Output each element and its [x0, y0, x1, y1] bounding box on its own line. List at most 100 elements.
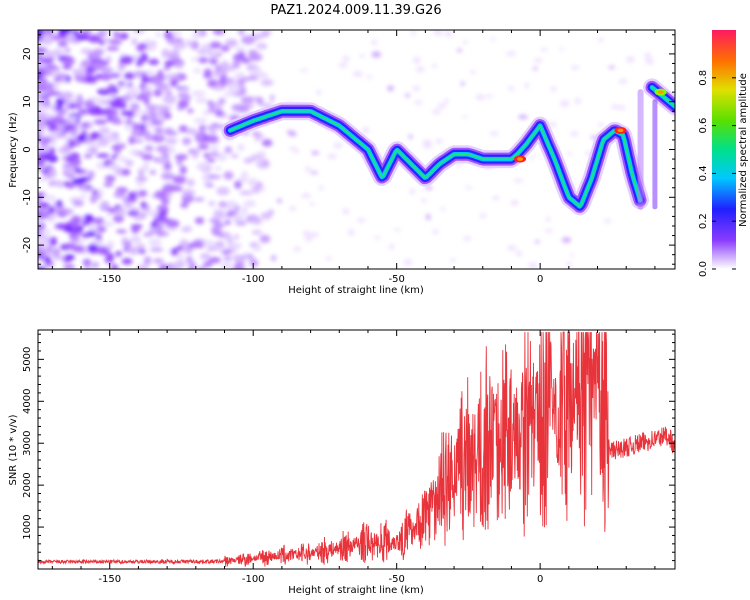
spectrogram-noise-cell	[63, 264, 75, 269]
spectrogram-noise-cell	[104, 244, 115, 249]
spectrogram-noise-cell	[444, 98, 449, 104]
spectrogram-noise-cell	[72, 199, 85, 207]
spectrogram-noise-cell	[174, 62, 184, 69]
spectrogram-noise-cell	[47, 205, 56, 214]
spectrogram-noise-cell	[251, 230, 263, 235]
spectrogram-noise-cell	[106, 46, 120, 51]
spectrogram-noise-cell	[490, 36, 496, 42]
spectrogram-noise-cell	[415, 66, 425, 73]
spectrogram-noise-cell	[172, 40, 187, 50]
spectrogram-noise-cell	[550, 85, 557, 93]
spectrogram-noise-cell	[200, 42, 213, 51]
x-tick-label: -50	[388, 574, 404, 585]
spectrogram-noise-cell	[148, 58, 160, 66]
spectrogram-noise-cell	[604, 218, 612, 224]
spectrogram-noise-cell	[154, 126, 164, 134]
spectrogram-noise-cell	[260, 79, 274, 87]
spectrogram-noise-cell	[191, 149, 199, 159]
spectrogram-noise-cell	[338, 62, 348, 68]
spectrogram-noise-cell	[58, 92, 70, 99]
spectrogram-noise-cell	[194, 132, 204, 141]
spectrogram-noise-cell	[87, 243, 99, 253]
spectrogram-noise-cell	[64, 47, 71, 53]
spectrogram-noise-cell	[121, 257, 133, 265]
spectrogram-noise-cell	[112, 264, 119, 269]
spectrogram-noise-cell	[301, 193, 311, 199]
spectrogram-noise-cell	[209, 151, 220, 157]
spectrogram-noise-cell	[240, 76, 252, 82]
spectrogram-noise-cell	[81, 220, 90, 226]
spectrogram-noise-cell	[208, 257, 222, 264]
spectrogram-noise-cell	[608, 65, 616, 69]
spectrogram-noise-cell	[132, 214, 145, 221]
spectrogram-noise-cell	[68, 139, 76, 149]
spectrogram-noise-cell	[113, 30, 120, 39]
spectrogram-noise-cell	[356, 218, 366, 223]
spectrogram-noise-cell	[40, 210, 50, 218]
spectrogram-noise-cell	[185, 243, 197, 249]
spectrogram-noise-cell	[318, 185, 324, 191]
spectrogram-ridge-band-0	[221, 102, 649, 216]
spectrogram-noise-cell	[58, 30, 73, 35]
spectrogram-noise-cell	[196, 49, 205, 54]
spectrogram-noise-cell	[142, 232, 154, 237]
spectrogram-noise-cell	[393, 228, 402, 232]
spectrogram-noise-cell	[198, 56, 209, 64]
spectrogram-noise-cell	[165, 219, 180, 228]
spectrogram-noise-cell	[185, 95, 192, 101]
spectrogram-noise-cell	[534, 240, 540, 244]
spectrogram-noise-cell	[257, 133, 264, 140]
spectrogram-noise-cell	[164, 137, 178, 145]
spectrogram-noise-cell	[181, 137, 192, 146]
spectrogram-noise-cell	[103, 182, 114, 187]
spectrogram-noise-cell	[46, 65, 61, 73]
spectrogram-noise-cell	[75, 31, 86, 36]
spectrogram-noise-cell	[155, 145, 170, 153]
y-tick-label: 3000	[22, 430, 33, 455]
spectrogram-noise-cell	[174, 259, 186, 269]
snr-y-axis: 1000 2000 3000 4000 5000	[22, 333, 675, 562]
spectrogram-noise-cell	[176, 254, 186, 259]
spectrogram-noise-cell	[478, 213, 487, 218]
spectrogram-noise-cell	[55, 111, 65, 120]
spectrogram-noise-cell	[232, 254, 243, 262]
spectrogram-noise-cell	[373, 236, 381, 240]
spectrogram-noise-cell	[128, 136, 136, 145]
spectrogram-noise-cell	[118, 81, 125, 86]
spectrogram-noise-cell	[71, 177, 86, 186]
spectrogram-noise-cell	[83, 75, 95, 83]
spectrogram-noise-cell	[38, 124, 45, 134]
spectrogram-noise-cell	[105, 212, 113, 218]
spectrogram-noise-cell	[326, 153, 337, 160]
spectrogram-noise-cell	[342, 55, 350, 62]
spectrogram-noise-cell	[125, 119, 134, 125]
spectrogram-noise-cell	[432, 109, 442, 115]
spectrogram-noise-cell	[141, 74, 149, 84]
spectrogram-noise-cell	[38, 165, 47, 171]
spectrogram-noise-cell	[163, 94, 177, 103]
spectrogram-noise-cell	[66, 156, 74, 162]
spectrogram-noise	[38, 30, 655, 269]
spectrogram-noise-cell	[208, 200, 216, 206]
spectrogram-noise-cell	[164, 60, 176, 67]
spectrogram-noise-cell	[216, 186, 230, 196]
spectrogram-noise-cell	[230, 153, 239, 159]
spectrogram-noise-cell	[87, 52, 96, 58]
spectrogram-noise-cell	[209, 57, 218, 65]
spectrogram-noise-cell	[121, 236, 128, 246]
x-tick-label: -150	[98, 574, 121, 585]
spectrogram-noise-cell	[228, 242, 242, 250]
spectrogram-noise-cell	[127, 210, 139, 216]
spectrogram-noise-cell	[143, 256, 152, 266]
spectrogram-noise-cell	[168, 145, 176, 155]
spectrogram-noise-cell	[157, 69, 164, 77]
spectrogram-noise-cell	[104, 175, 116, 183]
spectrogram-noise-cell	[489, 131, 500, 136]
spectrogram-noise-cell	[89, 195, 97, 204]
spectrogram-noise-cell	[96, 153, 110, 159]
spectrogram-noise-cell	[131, 37, 138, 46]
x-tick-label: -50	[388, 274, 404, 285]
spectrogram-noise-cell	[210, 225, 222, 235]
spectrogram-noise-cell	[146, 209, 161, 217]
spectrogram-noise-cell	[236, 143, 245, 151]
